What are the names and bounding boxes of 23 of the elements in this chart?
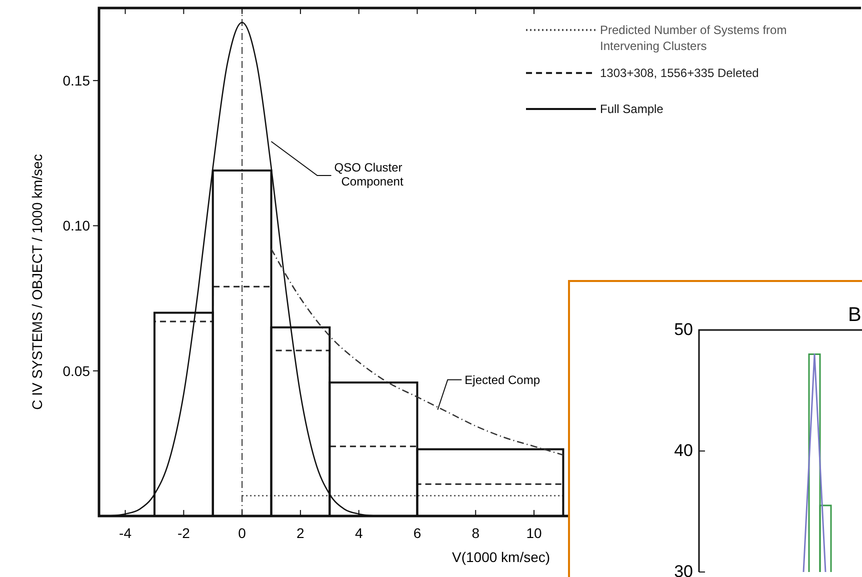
x-tick-label: -4	[119, 525, 132, 541]
x-tick-label: 6	[413, 525, 422, 541]
x-tick-label: 8	[472, 525, 480, 541]
x-tick-label: 4	[354, 525, 363, 541]
y-tick-label: 0.10	[62, 218, 90, 234]
x-tick-label: 2	[296, 525, 305, 541]
x-axis-title: V(1000 km/sec)	[452, 549, 550, 565]
text: 1303+308, 1556+335 Deleted	[600, 66, 759, 80]
annotation: Ejected Comp	[464, 372, 540, 387]
x-tick-label: 10	[526, 525, 542, 541]
annotation: QSO Cluster Component	[334, 160, 404, 189]
chart-title: B	[848, 304, 862, 326]
y-tick-label: 40	[674, 441, 693, 460]
text: Full Sample	[600, 102, 664, 116]
y-tick-label: 30	[674, 562, 693, 577]
x-tick-label: 0	[238, 525, 246, 541]
y-tick-label: 50	[674, 320, 693, 339]
line-series	[270, 248, 564, 456]
text: Predicted Number of Systems from Intervening Clusters	[600, 23, 787, 53]
x-tick-label: -2	[177, 525, 190, 541]
y-tick-label: 0.15	[62, 72, 90, 89]
y-tick-label: 0.05	[62, 362, 90, 379]
y-axis-title: C IV SYSTEMS / OBJECT / 1000 km/sec	[29, 154, 45, 410]
